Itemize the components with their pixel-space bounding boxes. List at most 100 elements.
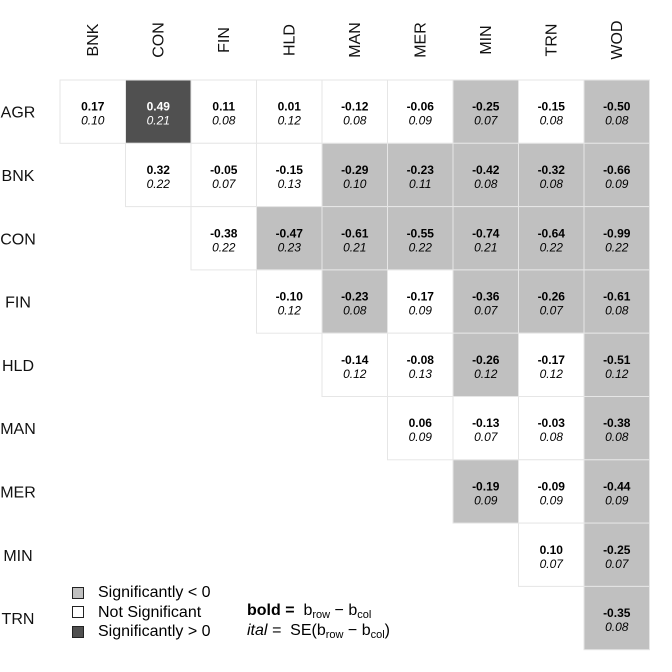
cell-se-fin-trn: 0.07 xyxy=(540,304,565,318)
cell-bg-fin-min xyxy=(452,269,519,334)
cell-bg-agr-trn xyxy=(518,79,585,144)
formula-se-b-row: brow xyxy=(316,621,344,641)
cell-bg-fin-mer xyxy=(387,269,454,334)
cell-se-fin-hld: 0.12 xyxy=(278,304,302,318)
cell-mer-min: -0.190.09 xyxy=(452,459,519,524)
cell-bg-man-wod xyxy=(583,396,650,461)
column-label-wod: WOD xyxy=(609,20,626,59)
cell-estimate-agr-min: -0.25 xyxy=(472,100,500,114)
legend-swatch-positive xyxy=(72,625,84,638)
cell-con-trn: -0.640.22 xyxy=(518,206,585,271)
cell-bg-con-trn xyxy=(518,206,585,271)
cell-man-mer: 0.060.09 xyxy=(387,396,454,461)
row-label-hld: HLD xyxy=(2,358,34,375)
cell-bg-con-min xyxy=(452,206,519,271)
cell-bg-mer-wod xyxy=(583,459,650,524)
cell-bg-con-wod xyxy=(583,206,650,271)
column-label-min: MIN xyxy=(478,25,495,54)
cell-se-bnk-man: 0.10 xyxy=(343,177,367,191)
cell-bg-fin-trn xyxy=(518,269,585,334)
formula-se-minus: − xyxy=(343,621,362,639)
cell-bnk-hld: -0.150.13 xyxy=(256,142,323,208)
column-label-trn: TRN xyxy=(543,24,560,57)
cell-estimate-agr-mer: -0.06 xyxy=(407,100,435,114)
cell-estimate-fin-trn: -0.26 xyxy=(538,290,566,304)
cell-agr-fin: 0.110.08 xyxy=(190,79,257,144)
cell-hld-trn: -0.170.12 xyxy=(518,332,585,398)
cell-se-bnk-hld: 0.13 xyxy=(278,177,302,191)
cell-fin-wod: -0.610.08 xyxy=(583,269,650,334)
formula-ital-line: ital = SE(brow − bcol) xyxy=(247,621,390,641)
cell-estimate-con-min: -0.74 xyxy=(472,226,500,240)
cell-estimate-bnk-man: -0.29 xyxy=(341,163,369,177)
cell-bnk-mer: -0.230.11 xyxy=(387,142,454,208)
cell-bg-bnk-trn xyxy=(518,142,585,208)
formula-se-b-col: bcol xyxy=(361,621,385,641)
cell-estimate-con-fin: -0.38 xyxy=(210,226,238,240)
row-label-trn: TRN xyxy=(2,611,35,628)
formula-key: bold = brow − bcol ital = SE(brow − bcol… xyxy=(247,601,390,640)
cell-se-agr-fin: 0.08 xyxy=(212,114,236,128)
cell-se-bnk-min: 0.08 xyxy=(474,177,498,191)
cell-estimate-hld-trn: -0.17 xyxy=(538,353,566,367)
cell-se-hld-wod: 0.12 xyxy=(605,367,629,381)
cell-se-agr-min: 0.07 xyxy=(474,114,499,128)
cell-fin-trn: -0.260.07 xyxy=(518,269,585,334)
cell-se-con-hld: 0.23 xyxy=(278,240,302,254)
cell-estimate-trn-wod: -0.35 xyxy=(603,606,631,620)
cell-estimate-con-mer: -0.55 xyxy=(407,226,435,240)
cell-bg-agr-mer xyxy=(387,79,454,144)
cell-estimate-bnk-con: 0.32 xyxy=(147,163,171,177)
cell-con-min: -0.740.21 xyxy=(452,206,519,271)
cell-bg-con-mer xyxy=(387,206,454,271)
cell-se-agr-man: 0.08 xyxy=(343,114,367,128)
cell-se-con-man: 0.21 xyxy=(343,240,366,254)
cell-bnk-con: 0.320.22 xyxy=(125,142,192,208)
cell-con-hld: -0.470.23 xyxy=(256,206,323,271)
cell-fin-min: -0.360.07 xyxy=(452,269,519,334)
cell-con-wod: -0.990.22 xyxy=(583,206,650,271)
cell-estimate-bnk-fin: -0.05 xyxy=(210,163,238,177)
cell-se-min-wod: 0.07 xyxy=(605,557,630,571)
cell-se-bnk-con: 0.22 xyxy=(147,177,171,191)
cell-estimate-agr-bnk: 0.17 xyxy=(81,100,105,114)
cell-estimate-bnk-hld: -0.15 xyxy=(276,163,304,177)
cell-estimate-man-mer: 0.06 xyxy=(409,416,433,430)
cell-estimate-fin-man: -0.23 xyxy=(341,290,369,304)
row-label-con: CON xyxy=(0,231,36,248)
column-label-man: MAN xyxy=(347,22,364,58)
cell-bg-min-trn xyxy=(518,522,585,587)
legend-swatch-negative xyxy=(72,586,84,599)
cell-estimate-agr-wod: -0.50 xyxy=(603,100,631,114)
cell-bnk-fin: -0.050.07 xyxy=(190,142,257,208)
cell-bg-agr-bnk xyxy=(59,79,126,144)
cell-se-agr-con: 0.21 xyxy=(147,114,170,128)
formula-b-col: bcol xyxy=(348,602,372,621)
cell-bg-man-mer xyxy=(387,396,454,461)
cell-hld-mer: -0.080.13 xyxy=(387,332,454,398)
cell-se-trn-wod: 0.08 xyxy=(605,620,629,634)
cell-bg-mer-min xyxy=(452,459,519,524)
cell-se-man-wod: 0.08 xyxy=(605,430,629,444)
column-label-fin: FIN xyxy=(216,27,233,53)
cell-estimate-mer-trn: -0.09 xyxy=(538,479,566,493)
cell-se-bnk-wod: 0.09 xyxy=(605,177,629,191)
cell-bnk-min: -0.420.08 xyxy=(452,142,519,208)
cell-se-hld-man: 0.12 xyxy=(343,367,367,381)
cell-se-hld-trn: 0.12 xyxy=(540,367,564,381)
cell-agr-bnk: 0.170.10 xyxy=(59,79,126,144)
cell-estimate-fin-min: -0.36 xyxy=(472,290,500,304)
cell-se-con-fin: 0.22 xyxy=(212,240,236,254)
formula-minus: − xyxy=(330,602,349,619)
cell-estimate-fin-mer: -0.17 xyxy=(407,290,435,304)
cell-bg-bnk-mer xyxy=(387,142,454,208)
cell-bg-con-man xyxy=(321,206,388,271)
legend-swatch-nonsignificant xyxy=(72,606,84,619)
cell-se-bnk-trn: 0.08 xyxy=(540,177,564,191)
cell-estimate-hld-wod: -0.51 xyxy=(603,353,631,367)
legend-item-negative: Significantly < 0 xyxy=(72,583,211,603)
cell-bg-bnk-hld xyxy=(256,142,323,208)
cell-fin-hld: -0.100.12 xyxy=(256,269,323,334)
row-labels: AGR BNK CON FIN HLD MAN MER MIN TRN xyxy=(0,105,36,628)
